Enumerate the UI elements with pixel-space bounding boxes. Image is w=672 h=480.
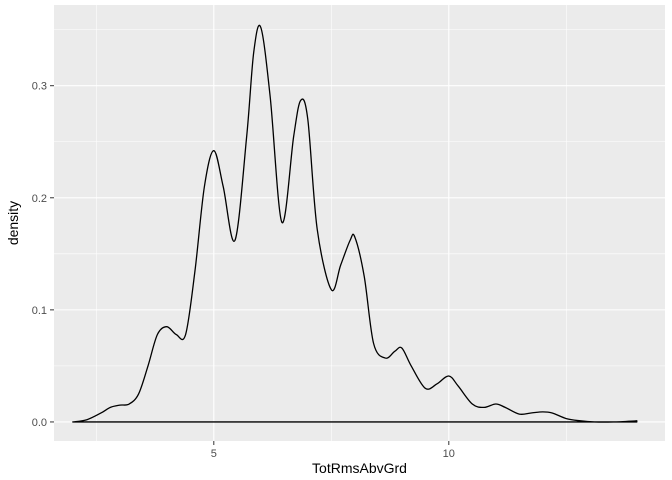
density-curve-0 (72, 24, 638, 423)
y-tick-label: 0.1 (32, 305, 47, 317)
y-tick-label: 0.2 (32, 193, 47, 205)
y-axis-title: density (5, 201, 21, 245)
plot-panel (54, 5, 665, 441)
minor-gridlines (54, 5, 665, 441)
y-tick-label: 0.3 (32, 81, 47, 93)
x-axis: 5 10 (211, 441, 455, 460)
density-marks (72, 24, 638, 423)
y-axis: 0.0 0.1 0.2 0.3 (32, 81, 54, 429)
x-axis-title: TotRmsAbvGrd (312, 460, 407, 476)
x-tick-label: 10 (443, 448, 455, 460)
x-tick-label: 5 (211, 448, 217, 460)
y-tick-label: 0.0 (32, 417, 47, 429)
